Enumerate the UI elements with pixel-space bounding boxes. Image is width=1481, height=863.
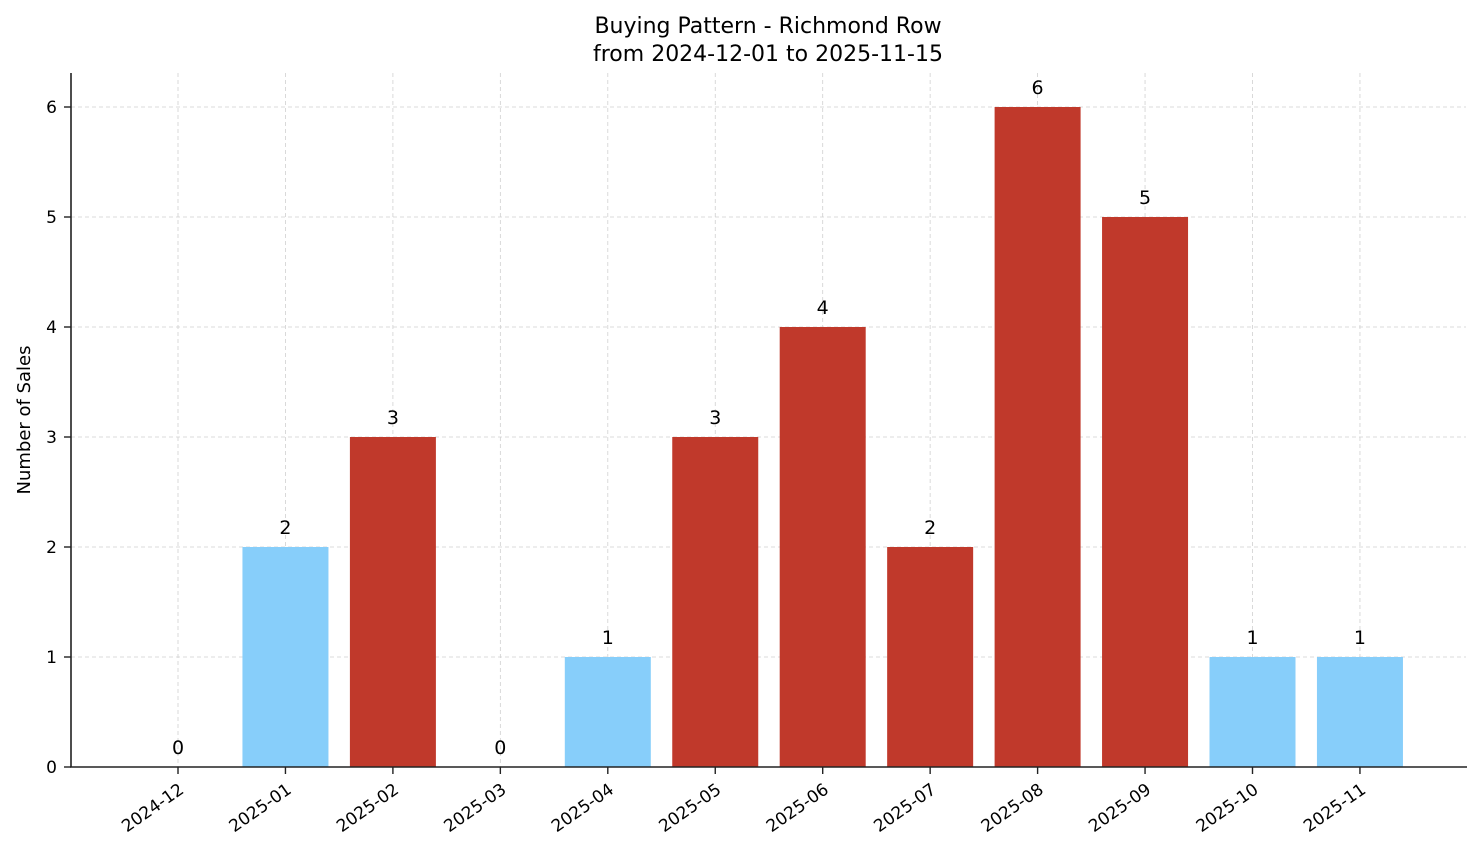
- bar-value-label: 0: [494, 737, 506, 759]
- y-axis-title: Number of Sales: [14, 345, 35, 494]
- y-tick-label: 1: [46, 648, 57, 668]
- x-tick-label: 2025-04: [548, 780, 618, 837]
- bar-2025-05: [672, 437, 759, 767]
- x-tick-label: 2025-05: [655, 780, 725, 837]
- bar-2025-02: [349, 437, 436, 767]
- x-tick-label: 2025-01: [226, 780, 296, 837]
- x-tick-label: 2025-07: [870, 780, 940, 837]
- y-tick-label: 5: [46, 208, 57, 228]
- bar-value-label: 0: [172, 737, 184, 759]
- bar-2025-11: [1316, 657, 1403, 767]
- x-tick-label: 2025-09: [1085, 780, 1155, 837]
- y-ticks: 0 1 2 3 4 5 6: [46, 98, 71, 778]
- bar-2025-01: [242, 547, 329, 767]
- bar-2025-08: [994, 107, 1081, 767]
- bar-2025-06: [779, 327, 866, 767]
- x-tick-label: 2025-02: [333, 780, 403, 837]
- chart-title: Buying Pattern - Richmond Row: [594, 14, 941, 39]
- bars: 0 2 3 0 1 3 4 2 6 5 1 1: [172, 77, 1403, 767]
- x-tick-label: 2025-11: [1300, 780, 1370, 837]
- bar-value-label: 4: [817, 297, 829, 319]
- bar-value-label: 1: [1354, 627, 1366, 649]
- y-tick-label: 3: [46, 428, 57, 448]
- y-tick-label: 2: [46, 538, 57, 558]
- bar-2025-09: [1102, 217, 1189, 767]
- x-tick-label: 2025-10: [1193, 780, 1263, 837]
- axes: [70, 73, 1467, 768]
- bar-value-label: 1: [1246, 627, 1258, 649]
- bar-value-label: 3: [387, 407, 399, 429]
- bar-value-label: 2: [924, 517, 936, 539]
- x-tick-label: 2025-06: [763, 780, 833, 837]
- y-tick-label: 6: [46, 98, 57, 118]
- x-ticks: 2024-12 2025-01 2025-02 2025-03 2025-04 2025-…: [118, 767, 1370, 837]
- chart-subtitle: from 2024-12-01 to 2025-11-15: [593, 42, 943, 67]
- bar-2025-07: [887, 547, 974, 767]
- bar-value-label: 5: [1139, 187, 1151, 209]
- x-tick-label: 2025-08: [978, 780, 1048, 837]
- bar-value-label: 1: [602, 627, 614, 649]
- bar-2025-04: [564, 657, 651, 767]
- x-tick-label: 2025-03: [441, 780, 511, 837]
- bar-value-label: 3: [709, 407, 721, 429]
- x-tick-label: 2024-12: [118, 780, 188, 837]
- bar-value-label: 2: [279, 517, 291, 539]
- y-tick-label: 0: [46, 758, 57, 778]
- bar-2025-10: [1209, 657, 1296, 767]
- y-tick-label: 4: [46, 318, 57, 338]
- bar-value-label: 6: [1032, 77, 1044, 99]
